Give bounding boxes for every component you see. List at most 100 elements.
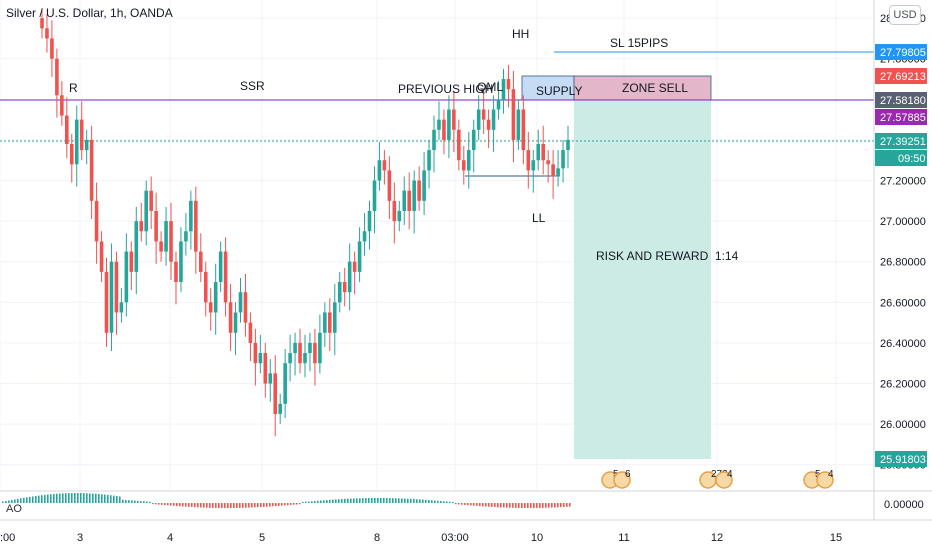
ao-bar [518,503,520,508]
candle-body [332,302,337,333]
supply-zone [521,75,575,101]
price-tag [875,92,927,108]
candle-body [521,109,526,151]
ao-bar [164,503,166,506]
event-badge[interactable] [816,471,834,489]
ao-bar [227,503,229,508]
ao-bar [317,500,319,503]
ao-bar [347,498,349,503]
ao-bar [263,503,265,507]
ao-bar [314,500,316,503]
candle-body [213,282,218,313]
candle-body [337,282,342,303]
ao-bar [59,493,61,503]
ao-bar [245,503,247,508]
candle-body [367,210,372,232]
x-tick-label: 03:00 [441,532,469,544]
ao-bar [71,493,73,503]
candle-body [139,221,144,232]
ao-bar [536,503,538,508]
candle-body [179,241,183,283]
candle-body [89,139,94,201]
candle-body [531,160,536,171]
candle-body [506,79,511,90]
ao-bar [146,501,148,503]
candle-body [432,129,436,151]
ao-bar [134,500,136,503]
ao-bar [206,503,208,508]
ao-bar [569,503,571,507]
candle-body [486,119,491,130]
candle-body [491,109,496,130]
event-badges[interactable]: 56272454 [601,469,834,489]
ao-bar [374,498,376,503]
candle-body [208,302,213,313]
x-tick-label: 8 [374,532,380,544]
candle-body [129,251,134,272]
ao-bar [152,503,154,505]
price-tag-label: 27.57885 [880,112,926,124]
ao-bar [8,500,10,503]
currency-button[interactable]: USD [889,5,921,25]
ao-bar [362,498,364,503]
annotation-zone-sell: ZONE SELL [622,81,688,95]
ao-bar [68,493,70,503]
candle-body [481,109,486,120]
ao-bar [191,503,193,507]
ao-bar [233,503,235,508]
candle-body [407,190,412,211]
ao-bar [431,500,433,503]
event-badge[interactable] [715,471,733,489]
ao-bar [209,503,211,508]
candle-body [457,129,461,161]
candle-body [352,261,357,272]
ao-bar [419,499,421,503]
candle-body [387,170,392,201]
ao-bar [458,503,460,505]
candle-body [233,312,238,333]
candle-body [511,89,516,140]
ao-zero-label: 0.00000 [884,499,924,511]
candle-body [283,363,287,404]
ao-bar [371,498,373,503]
event-badge[interactable] [613,471,631,489]
ao-bar [230,503,232,508]
ao-bar [26,497,28,503]
event-badge-label: 4 [727,469,733,480]
candles [40,8,570,437]
candle-body [397,210,402,222]
candle-body [228,302,233,333]
ao-bar [500,503,502,508]
candle-body [546,160,550,165]
ao-bar [269,503,271,507]
candle-body [402,190,407,211]
ao-bar [260,503,262,508]
candle-body [422,170,426,201]
candle-body [169,221,173,262]
candle-body [119,302,124,313]
ao-bar [449,501,451,503]
candle-body [471,129,476,151]
ao-bar [407,498,409,503]
ao-bar [173,503,175,506]
ao-bar [428,500,430,503]
ao-bar [524,503,526,508]
ao-bar [332,499,334,503]
ao-bar [275,503,277,507]
ao-bar [83,493,85,503]
candle-body [382,160,387,171]
y-tick-label: 27.20000 [880,176,926,188]
ao-bar [29,496,31,503]
candle-body [437,119,441,130]
ao-bar [194,503,196,508]
annotation-supply: SUPPLY [536,84,582,98]
candle-body [154,210,158,242]
x-tick-label: 15 [830,532,842,544]
ao-bar [479,503,481,507]
ao-bar [344,498,346,503]
x-axis[interactable]: :00 3 4 5 8 03:00 10 11 12 15 [0,532,842,544]
ao-bar [101,494,103,503]
candle-body [328,312,332,333]
candle-body [94,200,99,242]
